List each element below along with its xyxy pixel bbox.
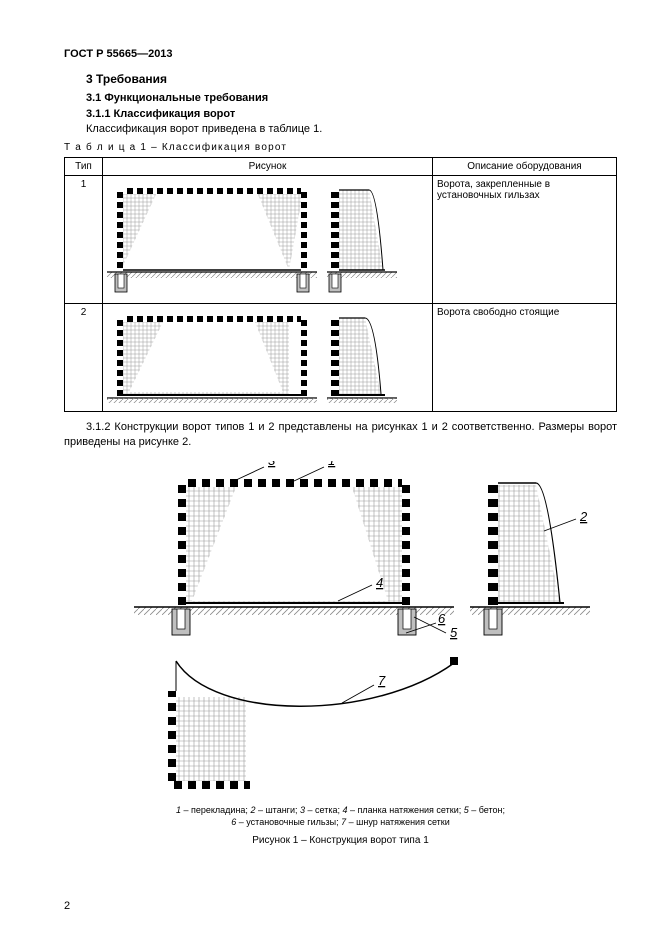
table-row: 1	[65, 176, 617, 304]
table-row: 2	[65, 304, 617, 412]
heading-3-1: 3.1 Функциональные требования	[86, 92, 617, 104]
doc-id: ГОСТ Р 55665—2013	[64, 48, 617, 60]
label-6: 6	[438, 611, 446, 626]
label-5: 5	[450, 625, 458, 640]
goal-front-type1-icon	[107, 182, 317, 297]
page-number: 2	[64, 900, 70, 912]
label-1: 1	[328, 461, 335, 468]
label-4: 4	[376, 575, 383, 590]
goal-side-type2-icon	[327, 310, 397, 405]
figure-1-caption: Рисунок 1 – Конструкция ворот типа 1	[64, 835, 617, 846]
goal-type1-figure	[107, 182, 428, 297]
para-312: 3.1.2 Конструкции ворот типов 1 и 2 пред…	[64, 420, 617, 449]
label-2: 2	[579, 509, 588, 524]
cell-figure-1	[103, 176, 433, 304]
th-figure: Рисунок	[103, 158, 433, 176]
goal-type2-figure	[107, 310, 428, 405]
cell-desc-2: Ворота свободно стоящие	[433, 304, 617, 412]
legend-text: – установочные гильзы;	[236, 817, 341, 827]
legend-text: – бетон;	[469, 805, 505, 815]
table-header-row: Тип Рисунок Описание оборудования	[65, 158, 617, 176]
cell-type-2: 2	[65, 304, 103, 412]
page: ГОСТ Р 55665—2013 3 Требования 3.1 Функц…	[0, 0, 661, 936]
goal-side-type1-icon	[327, 182, 397, 297]
cell-desc-1: Ворота, закрепленные в установочных гиль…	[433, 176, 617, 304]
legend-text: – сетка;	[305, 805, 342, 815]
table-1: Тип Рисунок Описание оборудования 1	[64, 157, 617, 412]
heading-3: 3 Требования	[86, 72, 617, 86]
cell-type-1: 1	[65, 176, 103, 304]
legend-text: – шнур натяжения сетки	[346, 817, 450, 827]
goal-front-type2-icon	[107, 310, 317, 405]
figure-1-svg: 3 1 4 6 5 2	[64, 461, 604, 791]
para-311: Классификация ворот приведена в таблице …	[86, 122, 617, 136]
heading-3-1-1: 3.1.1 Классификация ворот	[86, 108, 617, 120]
figure-1: 3 1 4 6 5 2	[64, 461, 617, 796]
legend-text: – перекладина;	[181, 805, 250, 815]
label-7: 7	[378, 673, 386, 688]
th-type: Тип	[65, 158, 103, 176]
th-desc: Описание оборудования	[433, 158, 617, 176]
table-1-caption: Т а б л и ц а 1 – Классификация ворот	[64, 142, 617, 153]
legend-text: – штанги;	[255, 805, 300, 815]
legend-text: – планка натяжения сетки;	[348, 805, 464, 815]
label-3: 3	[268, 461, 276, 468]
figure-1-legend: 1 – перекладина; 2 – штанги; 3 – сетка; …	[64, 804, 617, 829]
cell-figure-2	[103, 304, 433, 412]
